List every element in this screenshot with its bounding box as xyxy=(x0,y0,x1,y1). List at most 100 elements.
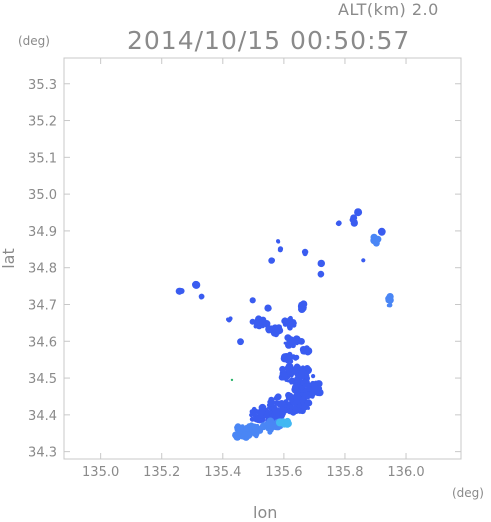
radar-echo-cell xyxy=(192,280,200,289)
radar-echo-cell xyxy=(255,423,260,428)
radar-echo-cell xyxy=(253,433,259,439)
radar-echo-cell xyxy=(282,317,288,324)
x-tick-label: 135.2 xyxy=(143,465,180,480)
radar-echo-cell xyxy=(261,324,265,329)
radar-echo-cell xyxy=(271,407,277,413)
radar-echo-cell xyxy=(306,385,313,392)
radar-echo-cell xyxy=(277,421,281,425)
radar-echo-cell xyxy=(301,395,306,400)
radar-echo-cell xyxy=(251,412,257,417)
radar-echo-cell xyxy=(264,304,272,312)
radar-echo-cell xyxy=(300,374,305,379)
radar-echo-cell xyxy=(336,222,341,227)
y-axis-unit: (deg) xyxy=(18,34,50,48)
radar-echo-cell xyxy=(354,208,360,214)
radar-echo-cell xyxy=(317,270,325,278)
radar-echo-cell xyxy=(386,303,391,308)
y-tick-label: 34.9 xyxy=(28,225,57,240)
radar-echo-cell xyxy=(178,288,183,293)
radar-echo-cell xyxy=(289,398,294,403)
radar-echo-cell xyxy=(289,381,293,385)
radar-echo-cell xyxy=(265,408,270,413)
radar-echo-cell xyxy=(284,418,291,425)
radar-echo-cell xyxy=(240,435,245,440)
radar-echo-cell xyxy=(298,303,305,311)
radar-echo-cell xyxy=(267,325,275,333)
radar-echo-cell xyxy=(361,258,366,263)
radar-echo-layer xyxy=(175,208,394,441)
radar-echo-cell xyxy=(259,413,264,419)
radar-echo-cell xyxy=(270,424,276,431)
radar-echo-cell xyxy=(350,219,358,227)
radar-echo-cell xyxy=(281,411,286,417)
radar-echo-cell xyxy=(292,392,301,401)
y-tick-label: 34.8 xyxy=(28,262,57,277)
radar-echo-cell xyxy=(246,423,251,428)
radar-echo-cell xyxy=(253,425,262,433)
radar-echo-cell xyxy=(277,246,284,252)
x-tick-label: 135.8 xyxy=(326,465,363,480)
y-tick-label: 35.2 xyxy=(28,115,57,130)
radar-echo-cell xyxy=(276,326,284,335)
radar-echo-cell xyxy=(287,341,292,346)
radar-echo-cell xyxy=(283,341,287,345)
radar-echo-cell xyxy=(313,380,319,386)
radar-echo-cell xyxy=(299,385,304,391)
plot-frame xyxy=(63,57,462,460)
axis-ticks: 135.0 135.2 135.4 135.6 135.8 136.0 35.3 35.2 35… xyxy=(28,58,461,480)
radar-echo-cell xyxy=(307,394,312,399)
radar-echo-cell xyxy=(269,257,276,264)
radar-echo-cell xyxy=(298,338,305,345)
radar-echo-cell xyxy=(301,404,307,410)
y-tick-label: 34.6 xyxy=(28,335,57,350)
x-tick-label: 135.0 xyxy=(82,465,119,480)
radar-echo-cell xyxy=(267,406,270,410)
radar-echo-cell xyxy=(228,316,233,321)
radar-echo-cell xyxy=(387,297,393,303)
radar-echo-cell xyxy=(297,409,303,414)
radar-echo-cell xyxy=(267,429,273,435)
x-tick-label: 136.0 xyxy=(387,465,424,480)
radar-echo-cell xyxy=(317,261,323,267)
radar-echo-cell xyxy=(276,240,281,244)
radar-echo-cell xyxy=(266,422,270,426)
radar-echo-cell xyxy=(249,297,256,304)
radar-echo-cell xyxy=(274,394,280,401)
radar-echo-cell xyxy=(282,354,288,361)
radar-echo-cell xyxy=(316,388,324,397)
radar-echo-cell xyxy=(285,366,292,373)
radar-echo-cell xyxy=(288,336,293,340)
timestamp-title: 2014/10/15 00:50:57 xyxy=(127,26,411,55)
radar-echo-cell xyxy=(305,379,310,384)
radar-echo-cell xyxy=(294,354,300,360)
radar-echo-cell xyxy=(286,408,293,415)
radar-echo-cell xyxy=(375,238,380,243)
radar-echo-cell xyxy=(306,367,312,372)
radar-echo-cell xyxy=(280,371,288,379)
radar-echo-cell xyxy=(199,295,204,300)
radar-echo-cell xyxy=(238,339,243,344)
y-tick-label: 34.3 xyxy=(28,446,57,461)
radar-echo-cell-green xyxy=(230,378,234,382)
x-axis-title: lon xyxy=(253,503,278,522)
y-tick-label: 34.5 xyxy=(28,372,57,387)
radar-echo-cell xyxy=(287,358,291,362)
radar-echo-cell xyxy=(378,228,386,236)
radar-echo-cell xyxy=(311,374,316,379)
radar-echo-cell xyxy=(268,399,276,407)
x-axis-unit: (deg) xyxy=(452,486,484,500)
x-tick-label: 135.4 xyxy=(204,465,241,480)
radar-echo-cell xyxy=(372,237,377,242)
y-tick-label: 34.4 xyxy=(28,409,57,424)
radar-echo-cell xyxy=(305,347,312,354)
radar-echo-cell xyxy=(301,248,309,256)
radar-echo-cell xyxy=(274,400,280,406)
radar-echo-cell xyxy=(255,320,260,326)
radar-echo-cell xyxy=(292,383,299,390)
altitude-label: ALT(km) 2.0 xyxy=(338,0,439,19)
radar-echo-cell xyxy=(280,400,286,407)
radar-echo-cell xyxy=(289,321,295,327)
y-tick-label: 34.7 xyxy=(28,298,57,313)
y-tick-label: 35.3 xyxy=(28,78,57,93)
